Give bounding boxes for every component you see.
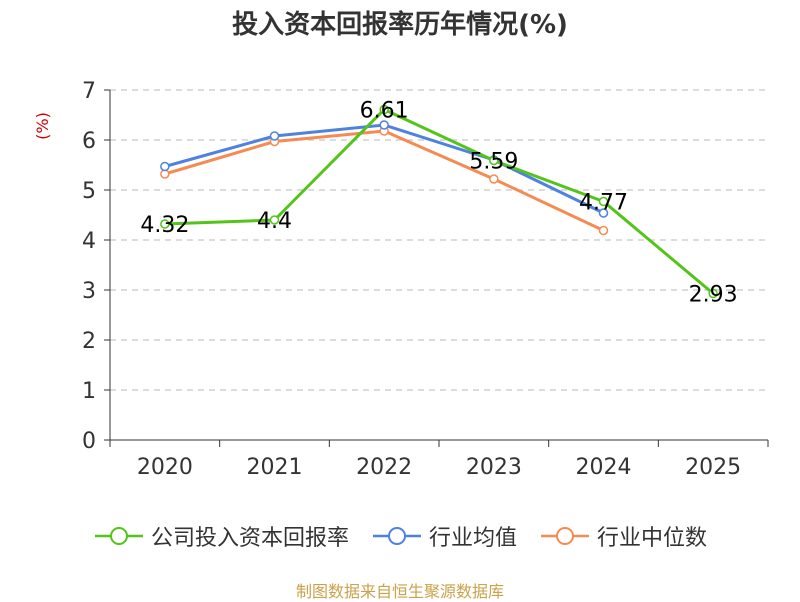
series-line-0 (164, 108, 715, 295)
y-tick-label: 2 (82, 329, 96, 354)
legend-item-1[interactable]: 行业均值 (371, 520, 517, 552)
legend-swatch-icon (372, 527, 421, 545)
series-point-1 (598, 208, 609, 218)
x-tick-label-2025: 2025 (685, 455, 741, 480)
x-tick-label-2020: 2020 (137, 455, 193, 480)
series-point-2 (598, 225, 609, 236)
series-point-1 (379, 120, 389, 130)
legend-label: 公司投入资本回报率 (150, 526, 349, 551)
data-label-layer: 4.32 4.4 6.61 5.59 4.77 2.93 (140, 99, 737, 308)
series-point-0 (489, 155, 499, 166)
y-tick-label: 0 (82, 429, 96, 454)
x-tick-label-2021: 2021 (247, 455, 303, 480)
x-tick-label-2024: 2024 (576, 455, 632, 480)
legend: 公司投入资本回报率 行业均值 行业中位数 (0, 518, 800, 554)
y-tick-label: 5 (82, 179, 96, 204)
legend-label: 行业中位数 (597, 526, 708, 551)
axis-layer: 0 1 2 3 4 5 6 7 2020 2021 2022 2023 2024 2025 (82, 79, 769, 480)
series-point-0 (269, 215, 280, 225)
y-tick-label: 3 (82, 279, 96, 304)
legend-swatch-icon (94, 527, 143, 545)
y-axis-label: (%) (33, 112, 52, 140)
data-label-2025: 2.93 (689, 283, 738, 308)
x-tick-label-2023: 2023 (466, 455, 522, 480)
series-point-0 (379, 104, 389, 115)
legend-item-0[interactable]: 公司投入资本回报率 (93, 520, 349, 552)
y-tick-label: 6 (82, 129, 96, 154)
series-layer (160, 104, 718, 299)
data-label-2020: 4.32 (140, 213, 189, 238)
legend-label: 行业均值 (428, 526, 517, 551)
series-point-0 (708, 288, 718, 299)
series-point-0 (598, 196, 609, 207)
data-label-2021: 4.4 (257, 209, 292, 234)
series-point-1 (160, 161, 170, 172)
data-label-2022: 6.61 (360, 99, 409, 124)
legend-item-2[interactable]: 行业中位数 (539, 520, 707, 552)
series-point-2 (489, 174, 499, 184)
y-tick-label: 7 (82, 79, 96, 104)
series-point-0 (160, 219, 170, 229)
y-tick-label: 1 (82, 379, 96, 404)
legend-swatch-icon (541, 527, 589, 545)
x-tick-label-2022: 2022 (356, 455, 412, 480)
y-tick-label: 4 (82, 229, 96, 254)
series-point-1 (269, 131, 280, 141)
chart-title: 投入资本回报率历年情况(%) (232, 10, 568, 40)
source-note: 制图数据来自恒生聚源数据库 (295, 582, 504, 601)
data-label-2024: 4.77 (579, 191, 628, 216)
data-label-2023: 5.59 (469, 150, 518, 175)
